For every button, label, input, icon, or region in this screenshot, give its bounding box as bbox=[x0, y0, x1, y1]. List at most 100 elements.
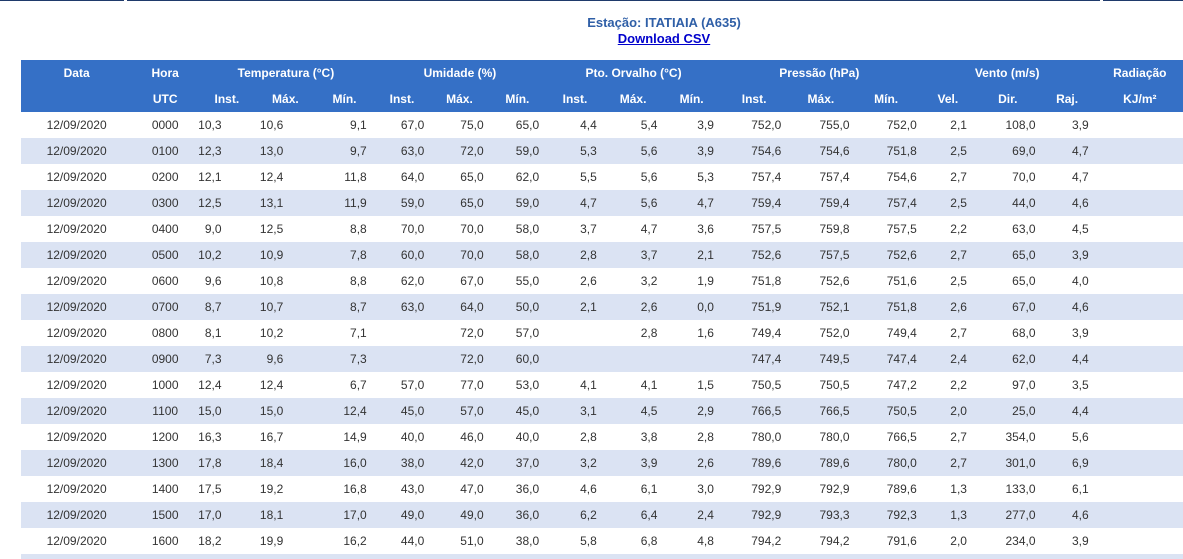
cell: 62,0 bbox=[400, 274, 425, 288]
sub-header: Mín. bbox=[488, 86, 547, 112]
cell: 0,0 bbox=[662, 294, 721, 320]
cell-empty bbox=[1096, 450, 1183, 476]
cell: 752,6 bbox=[819, 274, 850, 288]
cell: 1000 bbox=[151, 378, 179, 392]
cell: 2,8 bbox=[697, 430, 714, 444]
cell-empty bbox=[1097, 164, 1183, 190]
data-row: 12/09/2020 0500 10,2 10,9 7,8 60,0 70,0 58,0 2,8… bbox=[21, 242, 1183, 268]
cell: 4,5 bbox=[603, 398, 663, 424]
cell: 37,0 bbox=[488, 450, 547, 476]
sub-header: Inst. bbox=[373, 86, 431, 112]
cell: 70,0 bbox=[460, 222, 484, 236]
cell: 53,0 bbox=[515, 378, 540, 392]
data-row: 12/09/2020 0600 9,6 10,8 8,8 62,0 67,0 55,0 2,6 3… bbox=[21, 268, 1183, 294]
cell: 12/09/2020 bbox=[46, 482, 107, 496]
cell: 50,0 bbox=[488, 294, 547, 320]
cell: 46,0 bbox=[460, 430, 484, 444]
top-rule bbox=[0, 0, 1183, 1]
cell: 18,1 bbox=[255, 502, 316, 528]
cell: 42,0 bbox=[430, 450, 489, 476]
cell bbox=[603, 346, 663, 372]
cell: 2,7 bbox=[917, 242, 978, 268]
cell: 65,0 bbox=[430, 190, 489, 216]
cell: 755,0 bbox=[819, 118, 850, 132]
group-header: Data bbox=[21, 60, 133, 86]
cell: 36,0 bbox=[488, 502, 547, 528]
sub-header: Máx. bbox=[430, 86, 489, 112]
cell: 2,6 bbox=[662, 450, 721, 476]
cell: 5,3 bbox=[546, 138, 604, 164]
group-header: Pto. Orvalho (°C) bbox=[546, 60, 721, 86]
cell: 747,2 bbox=[886, 378, 917, 392]
cell: 64,0 bbox=[400, 170, 425, 184]
cell: 0400 bbox=[151, 222, 179, 236]
cell: 49,0 bbox=[373, 502, 431, 528]
cell: 301,0 bbox=[977, 450, 1038, 476]
cell: 0600 bbox=[151, 274, 179, 288]
cell: 13,0 bbox=[255, 138, 316, 164]
cell-empty bbox=[1097, 112, 1183, 138]
cell: 12,4 bbox=[259, 378, 284, 392]
data-table: Data Hora Temperatura (°C) Umidade (%) Pto. … bbox=[21, 60, 1183, 554]
cell: 4,6 bbox=[1037, 502, 1097, 528]
cell: 7,3 bbox=[315, 346, 374, 372]
cell: 5,6 bbox=[640, 170, 658, 184]
data-row: 12/09/2020 0200 12,1 12,4 11,8 64,0 65,0 62,0 5,… bbox=[21, 164, 1183, 190]
cell: 3,0 bbox=[697, 482, 714, 496]
cell: 2,7 bbox=[950, 326, 967, 340]
cell: 0700 bbox=[132, 294, 199, 320]
cell: 17,0 bbox=[198, 502, 256, 528]
cell-empty bbox=[1097, 268, 1183, 294]
cell: 43,0 bbox=[400, 482, 425, 496]
cell: 766,5 bbox=[886, 430, 917, 444]
cell: 3,2 bbox=[640, 274, 658, 288]
cell: 1100 bbox=[132, 398, 199, 424]
cell: 1,3 bbox=[917, 502, 978, 528]
cell: 75,0 bbox=[460, 118, 484, 132]
cell: 10,8 bbox=[259, 274, 284, 288]
sub-header: Vel. bbox=[917, 86, 978, 112]
cell: 1600 bbox=[151, 534, 179, 548]
cell: 15,0 bbox=[255, 398, 316, 424]
cell: 10,3 bbox=[198, 118, 222, 132]
cell: 3,9 bbox=[603, 450, 663, 476]
cell: 12/09/2020 bbox=[21, 502, 133, 528]
cell: 12,4 bbox=[315, 398, 374, 424]
cell-empty bbox=[1097, 372, 1183, 398]
cell: 5,3 bbox=[697, 170, 714, 184]
cell: 12/09/2020 bbox=[46, 326, 107, 340]
cell: 752,0 bbox=[751, 118, 782, 132]
data-row: 12/09/2020 1300 17,8 18,4 16,0 38,0 42,0 37,0 3,… bbox=[21, 450, 1183, 476]
cell: 17,5 bbox=[198, 482, 222, 496]
cell: 4,7 bbox=[1071, 170, 1089, 184]
cell: 58,0 bbox=[515, 222, 540, 236]
cell: 19,9 bbox=[259, 534, 284, 548]
cell: 12/09/2020 bbox=[46, 430, 107, 444]
sub-header: Dir. bbox=[977, 86, 1038, 112]
cell: 38,0 bbox=[373, 450, 431, 476]
cell: 7,8 bbox=[315, 242, 374, 268]
cell: 1500 bbox=[132, 502, 199, 528]
cell: 0100 bbox=[132, 138, 199, 164]
cell: 2,4 bbox=[917, 346, 978, 372]
cell: 2,1 bbox=[662, 242, 721, 268]
cell bbox=[373, 346, 431, 372]
cell: 12/09/2020 bbox=[46, 378, 107, 392]
cell: 5,6 bbox=[603, 138, 663, 164]
cell: 16,2 bbox=[343, 534, 367, 548]
cell: 4,5 bbox=[1071, 222, 1089, 236]
cell: 57,0 bbox=[400, 378, 425, 392]
cell: 6,8 bbox=[640, 534, 658, 548]
cell: 65,0 bbox=[460, 170, 484, 184]
cell: 12/09/2020 bbox=[21, 294, 133, 320]
cell: 18,4 bbox=[255, 450, 316, 476]
cell: 68,0 bbox=[1012, 326, 1036, 340]
cell: 2,2 bbox=[950, 378, 967, 392]
cell: 4,7 bbox=[640, 222, 658, 236]
download-link[interactable]: Download CSV bbox=[617, 31, 711, 46]
cell-empty bbox=[1096, 398, 1183, 424]
cell: 2,5 bbox=[917, 190, 978, 216]
cell: 10,6 bbox=[259, 118, 284, 132]
data-row: 12/09/2020 1400 17,5 19,2 16,8 43,0 47,0 36,0 4,… bbox=[21, 476, 1183, 502]
cell: 12/09/2020 bbox=[46, 170, 107, 184]
